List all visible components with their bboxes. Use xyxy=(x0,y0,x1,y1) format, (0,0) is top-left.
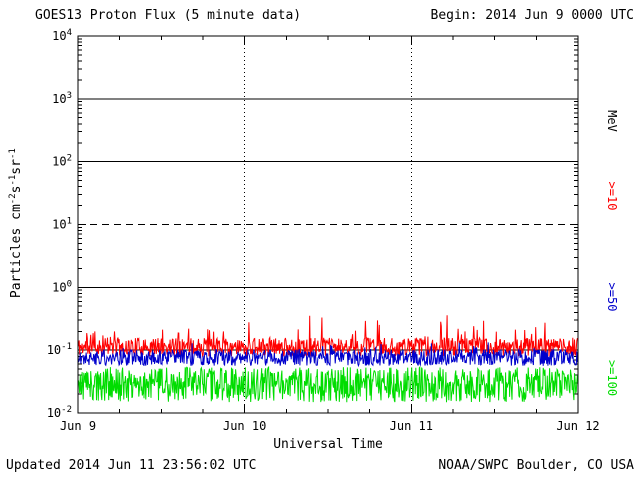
right-label-50: >=50 xyxy=(605,282,619,312)
right-label-10: >=10 xyxy=(605,181,619,211)
y-axis-label: Particles cm-2s-1sr-1 xyxy=(8,73,24,373)
data-series xyxy=(77,315,579,403)
y-tick-label: 103 xyxy=(52,91,72,106)
x-tick-label: Jun 11 xyxy=(390,419,433,433)
y-axis-label-part: -1 xyxy=(7,148,18,160)
y-axis-label-part: s xyxy=(9,185,25,194)
x-axis-label: Universal Time xyxy=(273,437,383,452)
y-tick-label: 10-2 xyxy=(47,405,72,420)
x-tick-label: Jun 10 xyxy=(223,419,266,433)
series-1 xyxy=(77,342,579,368)
credit-label: NOAA/SWPC Boulder, CO USA xyxy=(438,458,634,473)
y-axis-label-part: sr xyxy=(9,159,25,175)
begin-time-label: Begin: 2014 Jun 9 0000 UTC xyxy=(430,8,635,23)
y-tick-label: 102 xyxy=(52,154,72,169)
y-axis-label-part: Particles cm xyxy=(9,204,25,299)
right-label-100: >=100 xyxy=(605,359,619,397)
x-tick-label: Jun 12 xyxy=(556,419,599,433)
updated-timestamp: Updated 2014 Jun 11 23:56:02 UTC xyxy=(6,458,257,473)
y-axis-label-part: -2 xyxy=(7,193,18,205)
y-axis-label-part: -1 xyxy=(7,174,18,186)
y-tick-label: 104 xyxy=(52,28,72,43)
series-0 xyxy=(77,315,579,358)
y-tick-label: 10-1 xyxy=(47,342,72,357)
y-tick-label: 101 xyxy=(52,217,72,232)
y-tick-label: 100 xyxy=(52,279,72,294)
chart-title: GOES13 Proton Flux (5 minute data) xyxy=(35,8,302,23)
x-tick-label: Jun 9 xyxy=(60,419,96,433)
plot-border xyxy=(77,35,579,414)
series-2 xyxy=(77,365,579,403)
